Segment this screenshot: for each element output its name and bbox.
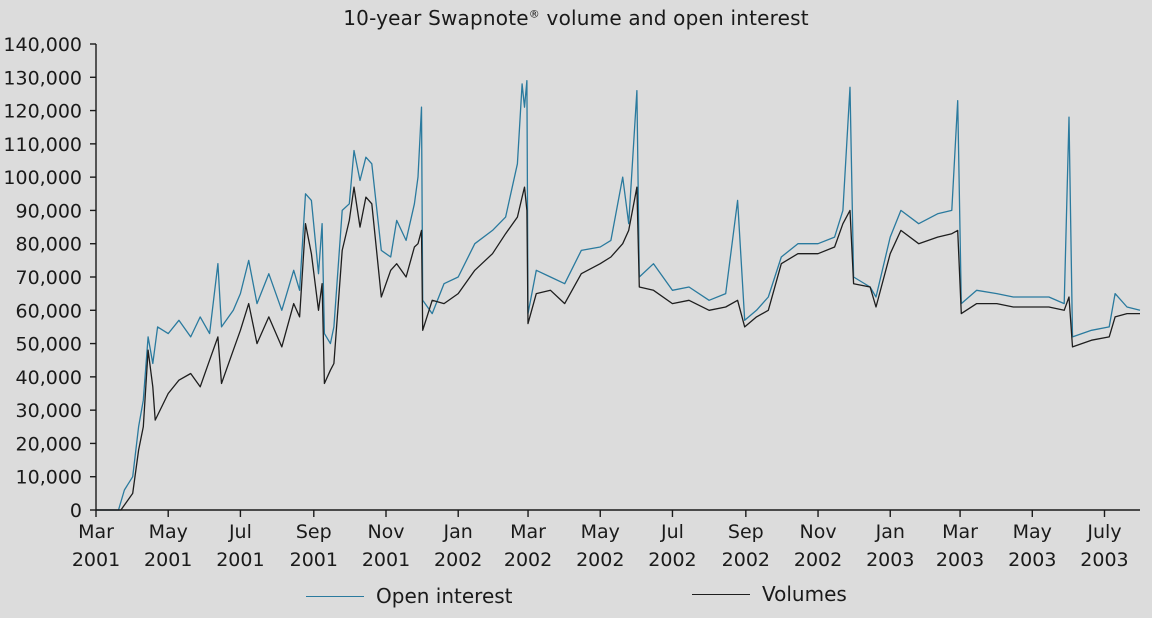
y-axis: 0 10,000 20,000 30,000 40,000 50,000 60,000 70,… xyxy=(3,34,96,522)
x-tick-label-month: Sep xyxy=(296,521,332,543)
x-tick-label-year: 2003 xyxy=(1008,549,1056,571)
y-tick-label: 140,000 xyxy=(3,34,82,56)
chart-title: 10-year Swapnote® volume and open intere… xyxy=(0,6,1152,30)
x-tick-label-year: 2001 xyxy=(362,549,410,571)
legend-volumes: Volumes xyxy=(692,582,847,606)
legend-label-open-interest: Open interest xyxy=(376,584,513,608)
y-tick-label: 30,000 xyxy=(16,400,82,422)
y-tick-label: 120,000 xyxy=(3,101,82,123)
y-tick-label: 80,000 xyxy=(16,234,82,256)
x-tick-label-month: Mar xyxy=(510,521,546,543)
x-tick-label-month: Jan xyxy=(875,521,905,543)
x-tick-label-month: Jul xyxy=(660,521,684,543)
x-tick-label-month: Mar xyxy=(942,521,978,543)
x-tick-label-month: May xyxy=(149,521,188,543)
x-tick-label-month: Jul xyxy=(228,521,252,543)
x-tick-label-month: May xyxy=(581,521,620,543)
x-tick-label-month: Nov xyxy=(799,521,836,543)
x-tick-label-year: 2003 xyxy=(1080,549,1128,571)
chart-title-rest: volume and open interest xyxy=(539,6,809,30)
legend-swatch-volumes xyxy=(692,593,750,595)
x-tick-label-month: Jan xyxy=(443,521,473,543)
x-tick-label-year: 2002 xyxy=(434,549,482,571)
chart-title-main: 10-year Swapnote xyxy=(343,6,529,30)
legend-swatch-open-interest xyxy=(306,595,364,597)
x-tick-label-month: Nov xyxy=(367,521,404,543)
y-tick-label: 20,000 xyxy=(16,433,82,455)
x-tick-label-year: 2001 xyxy=(290,549,338,571)
x-tick-label-year: 2001 xyxy=(216,549,264,571)
x-tick-label-year: 2002 xyxy=(648,549,696,571)
y-tick-label: 0 xyxy=(70,500,82,522)
y-tick-label: 60,000 xyxy=(16,300,82,322)
x-tick-label-month: May xyxy=(1013,521,1052,543)
x-tick-label-month: July xyxy=(1086,521,1121,543)
x-tick-label-year: 2002 xyxy=(576,549,624,571)
x-tick-label-year: 2002 xyxy=(794,549,842,571)
series-line-volumes xyxy=(96,186,1140,511)
x-tick-label-month: Sep xyxy=(728,521,764,543)
y-tick-label: 110,000 xyxy=(3,134,82,156)
x-tick-label-year: 2003 xyxy=(866,549,914,571)
x-axis: Mar 2001 May 2001 Jul 2001 Sep 2001 Nov 2001 Jan 20… xyxy=(72,510,1129,571)
x-tick-label-year: 2002 xyxy=(722,549,770,571)
legend-open-interest: Open interest xyxy=(306,584,513,608)
y-tick-label: 90,000 xyxy=(16,200,82,222)
y-tick-label: 100,000 xyxy=(3,167,82,189)
y-tick-label: 40,000 xyxy=(16,367,82,389)
y-tick-label: 130,000 xyxy=(3,67,82,89)
x-tick-label-year: 2001 xyxy=(144,549,192,571)
series-lines xyxy=(96,79,1141,511)
registered-mark: ® xyxy=(528,7,540,21)
x-tick-label-month: Mar xyxy=(78,521,114,543)
legend-label-volumes: Volumes xyxy=(762,582,847,606)
y-tick-label: 70,000 xyxy=(16,267,82,289)
axes-frame xyxy=(95,44,1140,511)
x-tick-label-year: 2001 xyxy=(72,549,120,571)
y-tick-label: 10,000 xyxy=(16,467,82,489)
x-tick-label-year: 2003 xyxy=(936,549,984,571)
x-tick-label-year: 2002 xyxy=(504,549,552,571)
y-tick-label: 50,000 xyxy=(16,334,82,356)
series-line-open-interest xyxy=(96,79,1141,511)
